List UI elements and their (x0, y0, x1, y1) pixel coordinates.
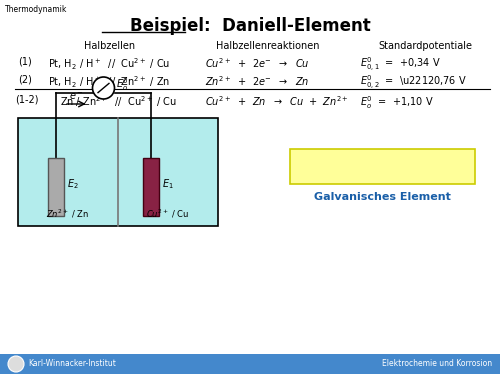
Bar (18, 118, 218, 226)
Text: Pt, H$_2$ / H$^+$  //  Zn$^{2+}$ / Zn: Pt, H$_2$ / H$^+$ // Zn$^{2+}$ / Zn (48, 74, 170, 90)
Text: $Cu^{2+}$  +  $Zn$  $\rightarrow$  $Cu$  +  $Zn^{2+}$: $Cu^{2+}$ + $Zn$ $\rightarrow$ $Cu$ + $Z… (205, 94, 348, 108)
Bar (0, 354, 500, 374)
Text: $Cu^{2+}$ / Cu: $Cu^{2+}$ / Cu (146, 208, 190, 220)
Text: (1): (1) (18, 56, 32, 66)
Text: $E^{0}_{0,1}$  =  +0,34 V: $E^{0}_{0,1}$ = +0,34 V (360, 56, 441, 74)
Text: $\Delta G^{\circ} = -2FE^{\circ}_{o}$ $<$ 0: $\Delta G^{\circ} = -2FE^{\circ}_{o}$ $<… (316, 157, 448, 176)
Text: $Cu^{2+}$  +  $2e^{-}$  $\rightarrow$  $Cu$: $Cu^{2+}$ + $2e^{-}$ $\rightarrow$ $Cu$ (205, 56, 310, 70)
Circle shape (8, 356, 24, 372)
Text: $e^-$: $e^-$ (69, 91, 84, 102)
Bar (143, 158, 159, 216)
Text: Karl-Winnacker-Institut: Karl-Winnacker-Institut (28, 359, 116, 368)
Text: $E^{0}_{o}$  =  +1,10 V: $E^{0}_{o}$ = +1,10 V (360, 94, 434, 111)
Text: Zn / Zn$^{2+}$  //  Cu$^{2+}$ / Cu: Zn / Zn$^{2+}$ // Cu$^{2+}$ / Cu (60, 94, 177, 109)
Text: Pt, H$_2$ / H$^+$  //  Cu$^{2+}$ / Cu: Pt, H$_2$ / H$^+$ // Cu$^{2+}$ / Cu (48, 56, 170, 71)
Text: Standardpotentiale: Standardpotentiale (378, 41, 472, 51)
Text: $Zn^{2+}$ / Zn: $Zn^{2+}$ / Zn (46, 208, 90, 220)
Text: $E^{0}_{0,2}$  =  \u22120,76 V: $E^{0}_{0,2}$ = \u22120,76 V (360, 74, 467, 92)
Text: (1-2): (1-2) (15, 94, 38, 104)
Circle shape (92, 77, 114, 99)
Text: Thermodynamik: Thermodynamik (5, 5, 68, 14)
Text: Beispiel:  Daniell-Element: Beispiel: Daniell-Element (130, 17, 370, 35)
Text: (2): (2) (18, 74, 32, 84)
Bar (290, 149, 475, 184)
Text: $E^0_o$: $E^0_o$ (116, 76, 130, 93)
Text: $E_2$: $E_2$ (67, 177, 78, 191)
Text: Elektrochemie und Korrosion: Elektrochemie und Korrosion (382, 359, 492, 368)
Text: $E_1$: $E_1$ (162, 177, 174, 191)
Text: Halbzellen: Halbzellen (84, 41, 136, 51)
Text: Galvanisches Element: Galvanisches Element (314, 192, 451, 202)
Text: Halbzellenreaktionen: Halbzellenreaktionen (216, 41, 320, 51)
Text: $Zn^{2+}$  +  $2e^{-}$  $\rightarrow$  $Zn$: $Zn^{2+}$ + $2e^{-}$ $\rightarrow$ $Zn$ (205, 74, 310, 88)
Bar (48, 158, 64, 216)
